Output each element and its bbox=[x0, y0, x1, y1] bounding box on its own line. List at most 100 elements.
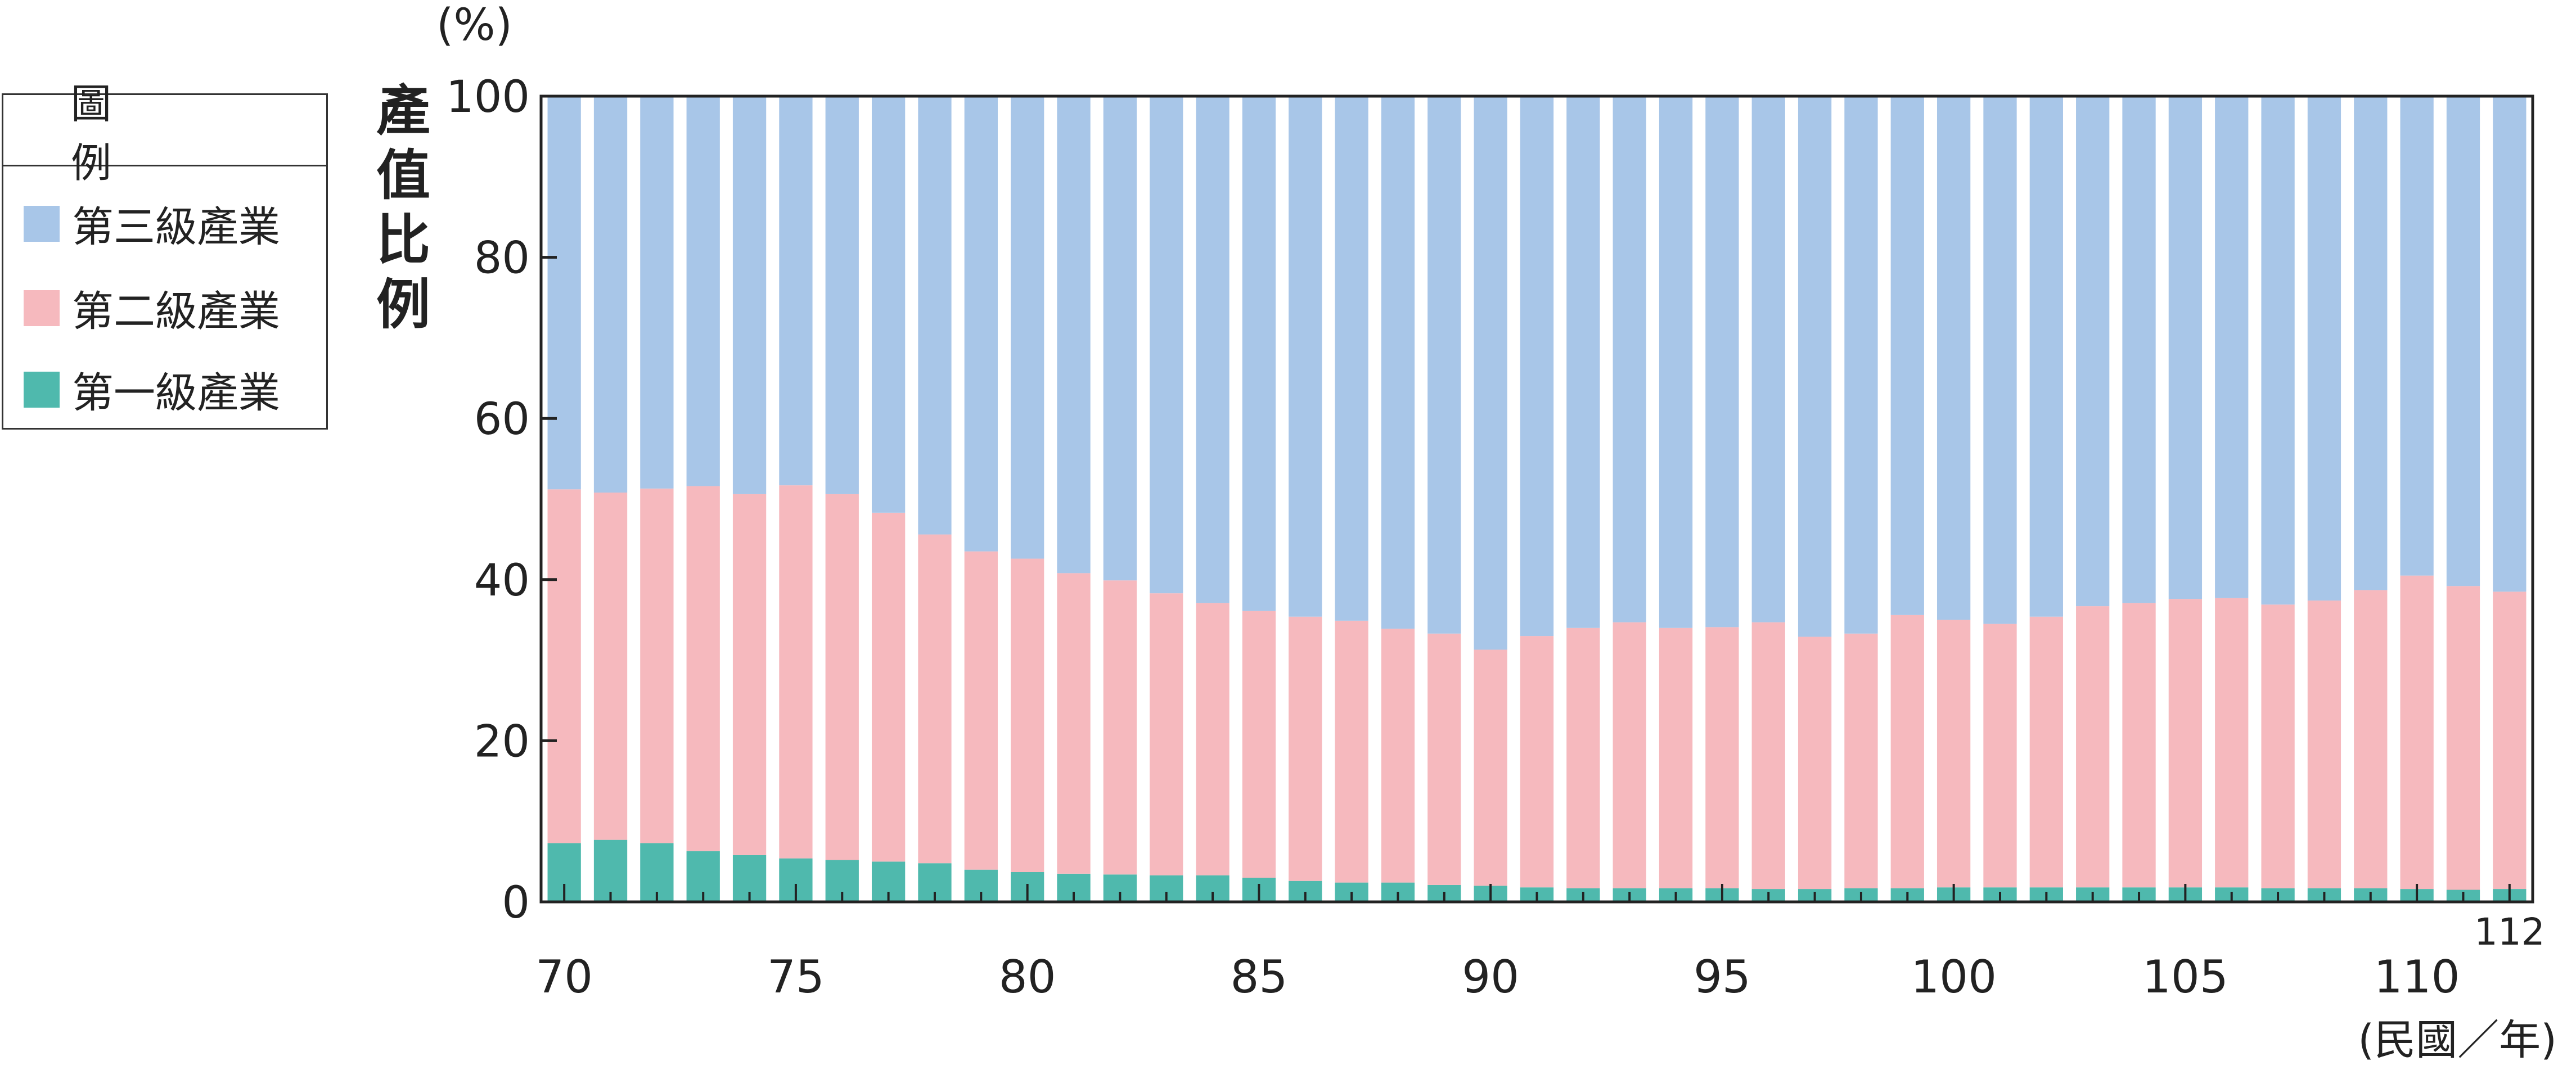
bar-segment-secondary-91 bbox=[1520, 636, 1554, 888]
bar-segment-secondary-93 bbox=[1613, 622, 1646, 888]
bar-segment-secondary-80 bbox=[1011, 558, 1044, 872]
bar-segment-tertiary-103 bbox=[2076, 96, 2110, 607]
bar-segment-secondary-83 bbox=[1150, 593, 1183, 875]
bar-segment-primary-71 bbox=[593, 839, 628, 902]
bar-segment-secondary-100 bbox=[1936, 620, 1971, 888]
bar-segment-tertiary-84 bbox=[1196, 96, 1230, 603]
x-tick-label-112: 112 bbox=[2474, 910, 2545, 954]
bar-segment-tertiary-85 bbox=[1242, 96, 1276, 611]
x-tick-label-105: 105 bbox=[2142, 951, 2228, 1003]
bar-segment-tertiary-106 bbox=[2215, 96, 2249, 598]
bar-segment-secondary-88 bbox=[1381, 629, 1415, 883]
bar-segment-tertiary-99 bbox=[1890, 96, 1924, 615]
x-tick-label-80: 80 bbox=[999, 951, 1056, 1003]
bar-segment-secondary-81 bbox=[1057, 573, 1091, 874]
bar-segment-tertiary-90 bbox=[1474, 96, 1507, 650]
bar-segment-secondary-95 bbox=[1705, 627, 1739, 888]
bar-segment-secondary-74 bbox=[732, 494, 767, 855]
bar-segment-tertiary-92 bbox=[1566, 96, 1600, 628]
bar-segment-secondary-79 bbox=[964, 551, 998, 870]
legend-item-secondary: 第二級產業 bbox=[24, 278, 280, 338]
x-tick-label-110: 110 bbox=[2374, 951, 2460, 1003]
bar-segment-tertiary-94 bbox=[1659, 96, 1693, 628]
bar-segment-tertiary-110 bbox=[2400, 96, 2434, 576]
bar-segment-tertiary-88 bbox=[1381, 96, 1415, 629]
legend-swatch-primary bbox=[24, 371, 60, 408]
bar-segment-tertiary-109 bbox=[2354, 96, 2388, 590]
bar-segment-secondary-94 bbox=[1659, 627, 1693, 888]
x-tick-label-85: 85 bbox=[1231, 951, 1288, 1003]
bar-segment-tertiary-80 bbox=[1011, 96, 1044, 559]
x-tick-label-70: 70 bbox=[535, 951, 593, 1003]
bar-segment-tertiary-100 bbox=[1936, 96, 1971, 620]
bar-segment-secondary-104 bbox=[2122, 603, 2156, 888]
legend: 圖 例 第三級產業 第二級產業 第一級產業 bbox=[2, 80, 328, 430]
bar-segment-tertiary-89 bbox=[1427, 96, 1461, 634]
legend-item-primary: 第一級產業 bbox=[24, 359, 280, 419]
y-tick-label-0: 0 bbox=[502, 878, 530, 928]
bar-segment-tertiary-72 bbox=[640, 96, 674, 489]
bar-segment-secondary-78 bbox=[918, 534, 952, 864]
legend-swatch-secondary bbox=[24, 290, 60, 326]
bar-segment-tertiary-112 bbox=[2493, 96, 2527, 592]
bar-segment-tertiary-102 bbox=[2029, 96, 2063, 617]
bar-segment-tertiary-77 bbox=[871, 96, 906, 513]
bar-segment-secondary-84 bbox=[1196, 603, 1230, 875]
x-tick-label-90: 90 bbox=[1462, 951, 1519, 1003]
x-tick-label-100: 100 bbox=[1911, 951, 1997, 1003]
bar-segment-secondary-106 bbox=[2215, 598, 2249, 888]
bar-segment-secondary-97 bbox=[1798, 636, 1832, 890]
legend-label-primary: 第一級產業 bbox=[72, 369, 280, 417]
legend-label-tertiary: 第三級產業 bbox=[72, 203, 280, 251]
legend-title: 圖 例 bbox=[3, 80, 326, 187]
bar-segment-secondary-73 bbox=[686, 486, 720, 851]
x-tick-label-75: 75 bbox=[767, 951, 825, 1003]
y-tick-label-40: 40 bbox=[474, 556, 530, 606]
bar-segment-secondary-105 bbox=[2168, 599, 2203, 888]
bar-segment-tertiary-97 bbox=[1798, 96, 1832, 637]
bar-segment-secondary-77 bbox=[871, 512, 906, 862]
bar-segment-tertiary-108 bbox=[2307, 96, 2341, 601]
bar-segment-secondary-110 bbox=[2400, 575, 2434, 890]
legend-item-tertiary: 第三級產業 bbox=[24, 193, 280, 254]
bar-segment-tertiary-87 bbox=[1335, 96, 1368, 621]
bar-segment-secondary-82 bbox=[1103, 580, 1137, 875]
bar-segment-secondary-85 bbox=[1242, 611, 1276, 878]
bar-segment-tertiary-73 bbox=[686, 96, 720, 486]
bar-segment-tertiary-71 bbox=[593, 96, 628, 493]
bar-segment-tertiary-79 bbox=[964, 96, 998, 552]
bar-segment-secondary-87 bbox=[1335, 620, 1368, 883]
bar-segment-tertiary-83 bbox=[1150, 96, 1183, 594]
bar-segment-tertiary-70 bbox=[547, 96, 581, 490]
bar-segment-secondary-108 bbox=[2307, 601, 2341, 888]
y-tick-label-100: 100 bbox=[446, 72, 530, 123]
bar-segment-tertiary-78 bbox=[918, 96, 952, 535]
bar-segment-tertiary-91 bbox=[1520, 96, 1554, 636]
bar-segment-secondary-89 bbox=[1427, 633, 1461, 885]
y-unit-label: (%) bbox=[436, 0, 512, 51]
bar-segment-tertiary-74 bbox=[732, 96, 767, 494]
bar-segment-secondary-107 bbox=[2261, 604, 2295, 888]
bar-segment-tertiary-76 bbox=[825, 96, 859, 494]
y-tick-label-80: 80 bbox=[474, 233, 530, 284]
bar-segment-secondary-109 bbox=[2354, 590, 2388, 888]
bar-segment-secondary-101 bbox=[1983, 624, 2017, 888]
bar-segment-tertiary-98 bbox=[1844, 96, 1878, 634]
bar-segment-tertiary-107 bbox=[2261, 96, 2295, 605]
y-axis-title: 產值比例 bbox=[376, 79, 430, 336]
bar-segment-secondary-112 bbox=[2493, 592, 2527, 890]
bar-segment-secondary-102 bbox=[2029, 616, 2063, 888]
bar-segment-tertiary-101 bbox=[1983, 96, 2017, 624]
bar-segment-secondary-72 bbox=[640, 488, 674, 843]
bar-segment-secondary-99 bbox=[1890, 615, 1924, 888]
y-tick-label-60: 60 bbox=[474, 394, 530, 445]
bar-segment-tertiary-95 bbox=[1705, 96, 1739, 627]
bar-segment-secondary-86 bbox=[1289, 616, 1322, 881]
bar-segment-tertiary-93 bbox=[1613, 96, 1646, 622]
bar-segment-tertiary-96 bbox=[1751, 96, 1785, 622]
bar-segment-secondary-70 bbox=[547, 489, 581, 843]
bar-segment-secondary-90 bbox=[1474, 649, 1507, 886]
bar-segment-secondary-111 bbox=[2446, 586, 2480, 890]
legend-swatch-tertiary bbox=[24, 205, 60, 242]
